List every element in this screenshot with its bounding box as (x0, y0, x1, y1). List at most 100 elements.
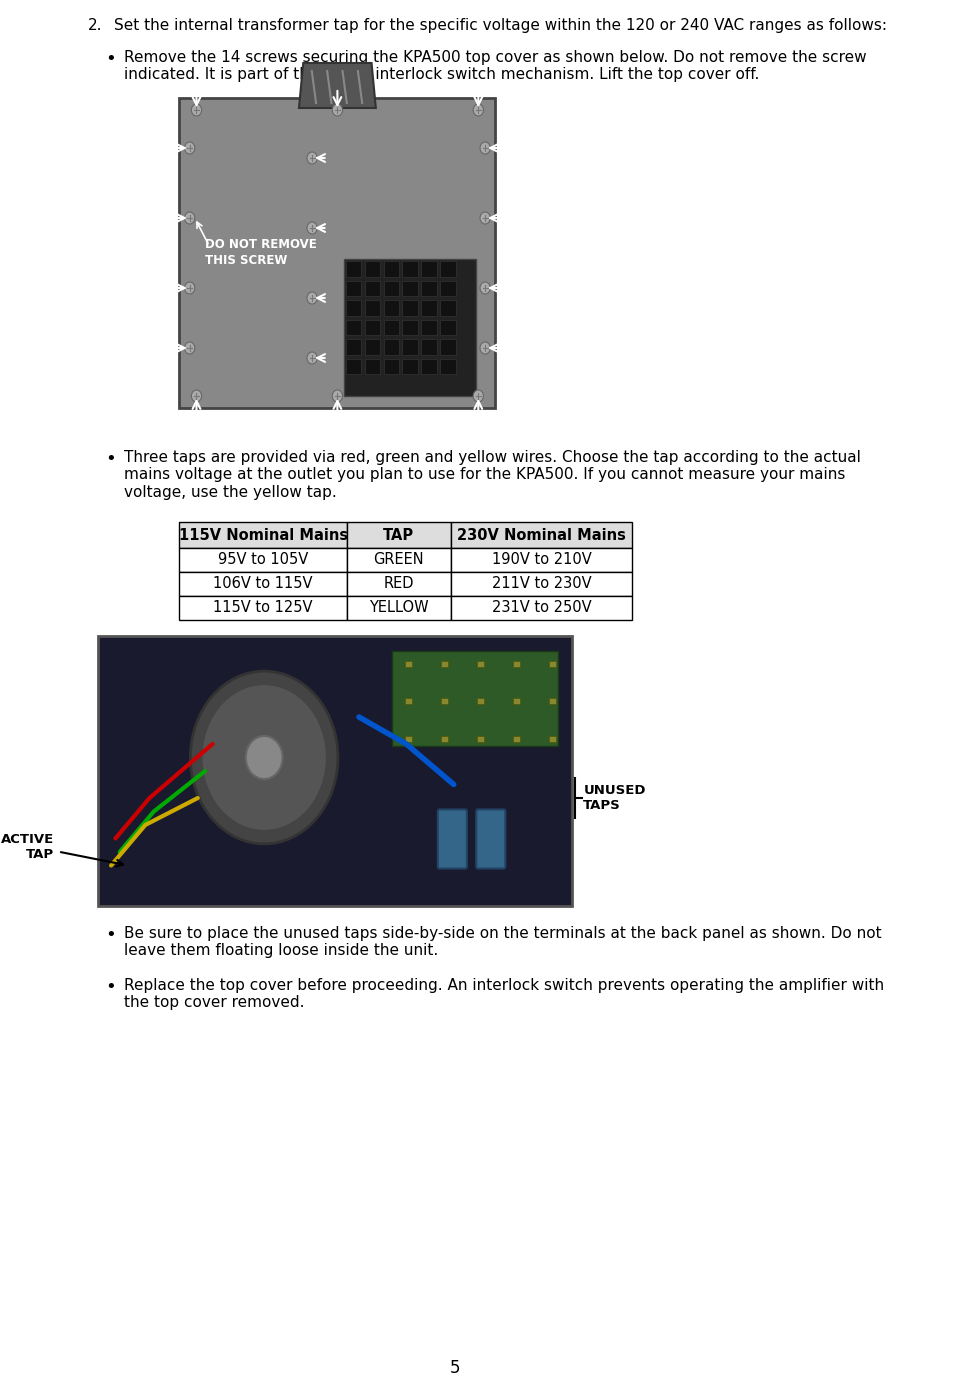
FancyBboxPatch shape (513, 698, 520, 704)
Text: Three taps are provided via red, green and yellow wires. Choose the tap accordin: Three taps are provided via red, green a… (124, 451, 860, 499)
FancyBboxPatch shape (476, 810, 506, 868)
Text: •: • (105, 926, 116, 944)
FancyBboxPatch shape (405, 698, 412, 704)
FancyBboxPatch shape (98, 636, 573, 906)
FancyBboxPatch shape (550, 736, 556, 741)
FancyBboxPatch shape (441, 300, 456, 316)
Text: TAP: TAP (383, 527, 415, 542)
FancyBboxPatch shape (344, 259, 476, 395)
Circle shape (480, 211, 490, 224)
FancyBboxPatch shape (477, 661, 484, 668)
Circle shape (185, 142, 195, 154)
FancyBboxPatch shape (383, 300, 399, 316)
Text: 95V to 105V: 95V to 105V (218, 552, 308, 568)
FancyBboxPatch shape (364, 320, 380, 335)
Circle shape (185, 211, 195, 224)
FancyBboxPatch shape (180, 548, 347, 572)
Text: •: • (105, 451, 116, 467)
FancyBboxPatch shape (383, 359, 399, 374)
Text: Set the internal transformer tap for the specific voltage within the 120 or 240 : Set the internal transformer tap for the… (114, 18, 886, 33)
Text: 106V to 115V: 106V to 115V (213, 576, 313, 591)
FancyBboxPatch shape (451, 595, 632, 620)
FancyBboxPatch shape (422, 359, 437, 374)
FancyBboxPatch shape (451, 548, 632, 572)
Circle shape (333, 389, 342, 402)
FancyBboxPatch shape (180, 522, 347, 548)
Text: 230V Nominal Mains: 230V Nominal Mains (457, 527, 626, 542)
Circle shape (190, 670, 338, 844)
Text: UNUSED
TAPS: UNUSED TAPS (583, 785, 646, 812)
FancyBboxPatch shape (441, 339, 456, 355)
FancyBboxPatch shape (402, 359, 418, 374)
FancyBboxPatch shape (383, 320, 399, 335)
FancyBboxPatch shape (180, 572, 347, 595)
Circle shape (480, 142, 490, 154)
FancyBboxPatch shape (441, 262, 456, 277)
FancyBboxPatch shape (550, 698, 556, 704)
FancyBboxPatch shape (513, 736, 520, 741)
FancyBboxPatch shape (346, 281, 360, 296)
Text: 5: 5 (450, 1359, 461, 1377)
FancyBboxPatch shape (346, 300, 360, 316)
Circle shape (185, 282, 195, 294)
FancyBboxPatch shape (405, 736, 412, 741)
Polygon shape (299, 63, 376, 108)
FancyBboxPatch shape (441, 359, 456, 374)
Text: Be sure to place the unused taps side-by-side on the terminals at the back panel: Be sure to place the unused taps side-by… (124, 926, 881, 958)
FancyBboxPatch shape (402, 262, 418, 277)
Circle shape (333, 104, 342, 115)
FancyBboxPatch shape (451, 572, 632, 595)
Circle shape (307, 292, 317, 305)
FancyBboxPatch shape (364, 262, 380, 277)
FancyBboxPatch shape (441, 661, 448, 668)
Text: 190V to 210V: 190V to 210V (491, 552, 592, 568)
FancyBboxPatch shape (441, 320, 456, 335)
FancyBboxPatch shape (347, 572, 451, 595)
Text: 2.: 2. (88, 18, 102, 33)
FancyBboxPatch shape (402, 300, 418, 316)
Circle shape (246, 736, 283, 779)
FancyBboxPatch shape (441, 736, 448, 741)
Circle shape (480, 282, 490, 294)
FancyBboxPatch shape (180, 97, 495, 408)
Text: •: • (105, 978, 116, 996)
Text: ACTIVE
TAP: ACTIVE TAP (1, 833, 54, 861)
FancyBboxPatch shape (441, 281, 456, 296)
FancyBboxPatch shape (422, 320, 437, 335)
Text: 115V Nominal Mains: 115V Nominal Mains (179, 527, 348, 542)
FancyBboxPatch shape (180, 595, 347, 620)
FancyBboxPatch shape (346, 359, 360, 374)
FancyBboxPatch shape (383, 281, 399, 296)
FancyBboxPatch shape (346, 262, 360, 277)
FancyBboxPatch shape (364, 281, 380, 296)
FancyBboxPatch shape (347, 522, 451, 548)
FancyBboxPatch shape (477, 698, 484, 704)
FancyBboxPatch shape (422, 300, 437, 316)
Text: RED: RED (383, 576, 414, 591)
Text: •: • (105, 50, 116, 68)
Circle shape (185, 342, 195, 353)
FancyBboxPatch shape (383, 262, 399, 277)
Text: 115V to 125V: 115V to 125V (213, 601, 313, 615)
FancyBboxPatch shape (347, 548, 451, 572)
FancyBboxPatch shape (477, 736, 484, 741)
Circle shape (191, 389, 202, 402)
FancyBboxPatch shape (402, 339, 418, 355)
FancyBboxPatch shape (422, 281, 437, 296)
Circle shape (307, 223, 317, 234)
Text: 231V to 250V: 231V to 250V (491, 601, 592, 615)
FancyBboxPatch shape (364, 359, 380, 374)
FancyBboxPatch shape (451, 522, 632, 548)
FancyBboxPatch shape (402, 281, 418, 296)
FancyBboxPatch shape (438, 810, 467, 868)
FancyBboxPatch shape (364, 300, 380, 316)
Text: GREEN: GREEN (374, 552, 424, 568)
FancyBboxPatch shape (422, 339, 437, 355)
FancyBboxPatch shape (550, 661, 556, 668)
FancyBboxPatch shape (347, 595, 451, 620)
Circle shape (307, 352, 317, 364)
FancyBboxPatch shape (441, 698, 448, 704)
Text: 211V to 230V: 211V to 230V (491, 576, 592, 591)
Text: YELLOW: YELLOW (369, 601, 428, 615)
Text: Replace the top cover before proceeding. An interlock switch prevents operating : Replace the top cover before proceeding.… (124, 978, 884, 1010)
